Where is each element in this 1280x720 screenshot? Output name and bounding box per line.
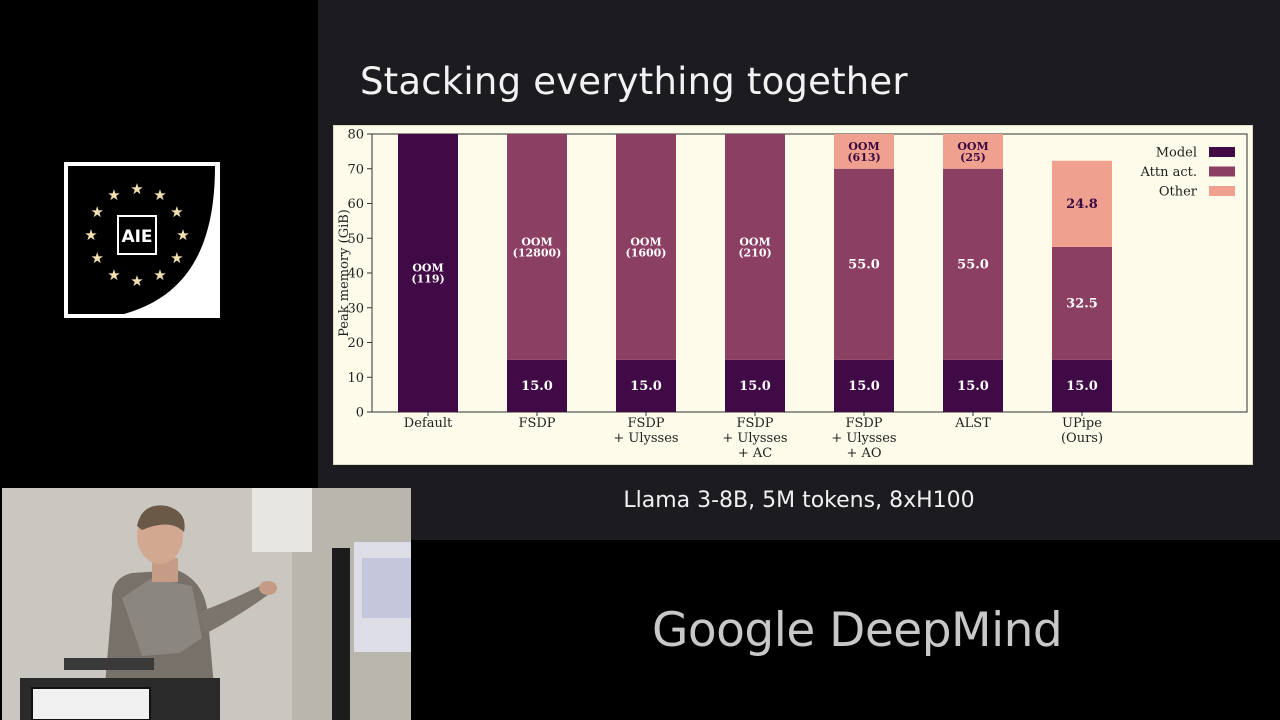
bar-value-label: OOM: [739, 235, 770, 248]
x-tick-label: + AC: [738, 446, 772, 461]
bar-value-label: (613): [847, 151, 880, 164]
bar-value-label: OOM: [957, 140, 988, 153]
bar-other: [943, 134, 1003, 169]
x-tick-label: (Ours): [1061, 431, 1103, 446]
aie-logo: ★ ★ ★ ★ ★ ★ ★ ★ ★ ★ ★ ★ AIE: [64, 162, 220, 318]
logo-star-icon: ★: [90, 249, 103, 267]
bar-value-label: OOM: [412, 262, 443, 275]
x-tick-label: Default: [404, 416, 453, 431]
bar-value-label: (25): [960, 151, 986, 164]
bar-value-label: OOM: [630, 235, 661, 248]
bar-value-label: 24.8: [1066, 197, 1098, 212]
logo-star-icon: ★: [176, 226, 189, 244]
bar-other: [834, 134, 894, 169]
bar-value-label: (119): [411, 273, 444, 286]
bar-model: [725, 359, 785, 412]
legend-label: Other: [1159, 185, 1198, 200]
bar-model: [507, 359, 567, 412]
bar-value-label: 15.0: [1066, 379, 1098, 394]
y-tick-label: 50: [347, 232, 364, 247]
logo-star-icon: ★: [90, 203, 103, 221]
bar-value-label: 32.5: [1066, 296, 1098, 311]
bar-attn-act: [834, 168, 894, 360]
bar-attn-act: [616, 134, 676, 360]
x-tick-label: UPipe: [1062, 416, 1102, 431]
logo-text: AIE: [121, 227, 152, 247]
logo-star-icon: ★: [153, 266, 166, 284]
bar-model: [834, 359, 894, 412]
legend-label: Attn act.: [1139, 165, 1197, 180]
bar-attn-act: [507, 134, 567, 360]
bar-value-label: (1600): [625, 246, 666, 259]
bar-value-label: 55.0: [848, 257, 880, 272]
y-tick-label: 60: [347, 197, 364, 212]
bar-value-label: (12800): [513, 246, 562, 259]
bar-model: [943, 359, 1003, 412]
x-tick-label: + Ulysses: [831, 431, 896, 446]
bar-attn-act: [943, 168, 1003, 360]
logo-star-icon: ★: [107, 266, 120, 284]
legend-swatch: [1209, 166, 1235, 177]
logo-star-icon: ★: [170, 203, 183, 221]
bar-value-label: 55.0: [957, 257, 989, 272]
slide-caption: Llama 3-8B, 5M tokens, 8xH100: [623, 488, 975, 513]
x-tick-label: FSDP: [736, 416, 773, 431]
aie-logo-icon: ★ ★★★★★★★★★★★ AIE: [64, 162, 220, 318]
y-tick-label: 10: [347, 371, 364, 386]
speaker-video-image: [2, 488, 411, 720]
bar-model: [398, 134, 458, 412]
bar-value-label: 15.0: [521, 379, 553, 394]
x-tick-label: + AO: [846, 446, 881, 461]
logo-star-icon: ★: [170, 249, 183, 267]
bar-attn-act: [1052, 246, 1112, 360]
slide-panel: Stacking everything together 0 10 20 30 40 50…: [318, 0, 1280, 540]
legend-swatch: [1209, 186, 1235, 196]
legend-swatch: [1209, 147, 1235, 157]
bar-other: [1052, 160, 1112, 247]
logo-star-icon: ★: [107, 186, 120, 204]
chart: 0 10 20 30 40 50 60 70 80 Peak memory (GiB) OOM (11…: [333, 125, 1253, 465]
plot-frame: [371, 133, 1248, 413]
logo-star-icon: ★: [130, 180, 143, 198]
y-tick-label: 20: [347, 336, 364, 351]
legend-label: Model: [1156, 146, 1197, 161]
x-tick-label: + Ulysses: [613, 431, 678, 446]
bar-value-label: (210): [738, 246, 771, 259]
x-tick-label: FSDP: [627, 416, 664, 431]
logo-star-icon: ★: [130, 272, 143, 290]
speaker-video: [2, 488, 411, 720]
bar-attn-act: [725, 134, 785, 360]
x-tick-label: FSDP: [518, 416, 555, 431]
x-tick-label: + Ulysses: [722, 431, 787, 446]
bar-value-label: 15.0: [630, 379, 662, 394]
bar-model: [1052, 359, 1112, 412]
logo-star-icon: ★: [153, 186, 166, 204]
slide-title: Stacking everything together: [360, 60, 908, 103]
x-tick-label: FSDP: [845, 416, 882, 431]
y-tick-label: 70: [347, 162, 364, 177]
y-tick-label: 40: [347, 267, 364, 282]
y-tick-label: 0: [356, 406, 364, 421]
bar-value-label: 15.0: [957, 379, 989, 394]
y-tick-label: 30: [347, 301, 364, 316]
x-tick-label: ALST: [954, 416, 991, 431]
bar-value-label: OOM: [848, 140, 879, 153]
y-axis-label: Peak memory (GiB): [337, 209, 352, 337]
bar-value-label: 15.0: [848, 379, 880, 394]
google-deepmind-wordmark: Google DeepMind: [652, 603, 1063, 658]
bar-model: [616, 359, 676, 412]
y-tick-label: 80: [347, 128, 364, 143]
bar-value-label: OOM: [521, 235, 552, 248]
logo-star-icon: ★: [84, 226, 97, 244]
bar-value-label: 15.0: [739, 379, 771, 394]
